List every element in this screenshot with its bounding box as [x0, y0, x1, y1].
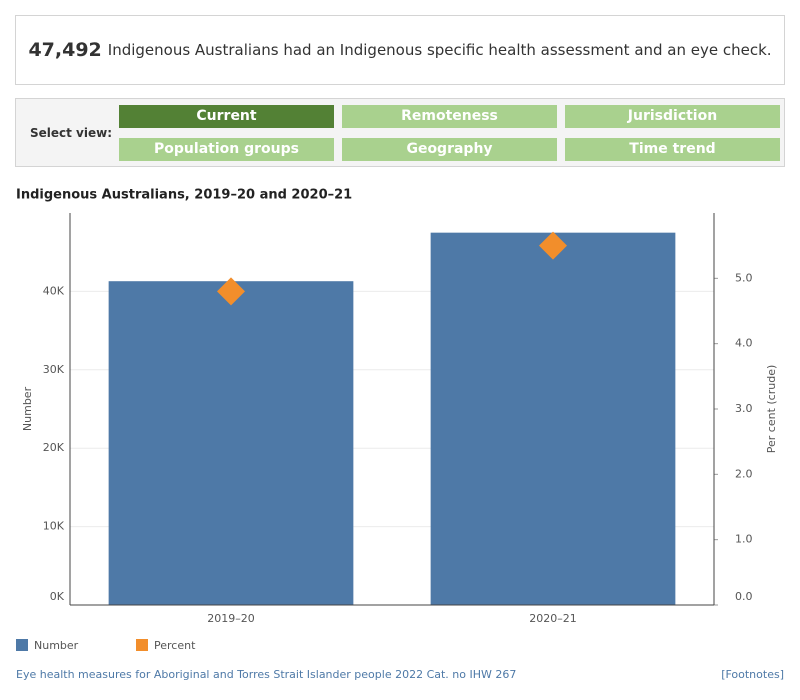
headline: 47,492 Indigenous Australians had an Indi…	[15, 15, 785, 85]
y-tick-label: 20K	[43, 441, 65, 454]
legend-swatch	[16, 639, 28, 651]
y-tick-label: 40K	[43, 284, 65, 297]
view-button[interactable]: Geography	[342, 138, 557, 161]
legend-label: Percent	[154, 639, 196, 652]
view-button[interactable]: Time trend	[565, 138, 780, 161]
y-tick-label: 10K	[43, 520, 65, 533]
bar	[108, 281, 354, 605]
x-tick-label: 2020–21	[529, 612, 577, 625]
headline-text: Indigenous Australians had an Indigenous…	[107, 41, 772, 59]
y2-tick-label: 5.0	[735, 271, 753, 284]
y-tick-label: 30K	[43, 363, 65, 376]
view-button[interactable]: Remoteness	[342, 105, 557, 128]
y2-tick-label: 0.0	[735, 590, 753, 603]
selector-label: Select view:	[30, 126, 113, 140]
percent-marker	[539, 231, 567, 260]
y2-tick-label: 3.0	[735, 402, 753, 415]
y-tick-label: 0K	[50, 590, 65, 603]
y2-axis-title: Per cent (crude)	[765, 365, 778, 454]
headline-number: 47,492	[28, 39, 102, 61]
y2-tick-label: 1.0	[735, 533, 753, 546]
view-button[interactable]: Jurisdiction	[565, 105, 780, 128]
source: Eye health measures for Aboriginal and T…	[16, 668, 517, 681]
legend-label: Number	[34, 639, 79, 652]
y-axis-title: Number	[21, 386, 34, 431]
chart-title: Indigenous Australians, 2019–20 and 2020…	[16, 188, 352, 203]
view-button[interactable]: Population groups	[119, 138, 334, 161]
percent-marker	[217, 277, 245, 306]
y2-tick-label: 4.0	[735, 337, 753, 350]
x-tick-label: 2019–20	[207, 612, 255, 625]
bar	[430, 232, 676, 605]
view-selector: Select view: Current Remoteness Jurisdictio…	[15, 98, 785, 167]
y2-tick-label: 2.0	[735, 467, 753, 480]
footnotes-link[interactable]: [Footnotes]	[721, 668, 784, 681]
footer: Eye health measures for Aboriginal and T…	[16, 668, 784, 681]
legend-swatch	[136, 639, 148, 651]
chart: Indigenous Australians, 2019–20 and 2020…	[16, 188, 778, 652]
view-button[interactable]: Current	[119, 105, 334, 128]
